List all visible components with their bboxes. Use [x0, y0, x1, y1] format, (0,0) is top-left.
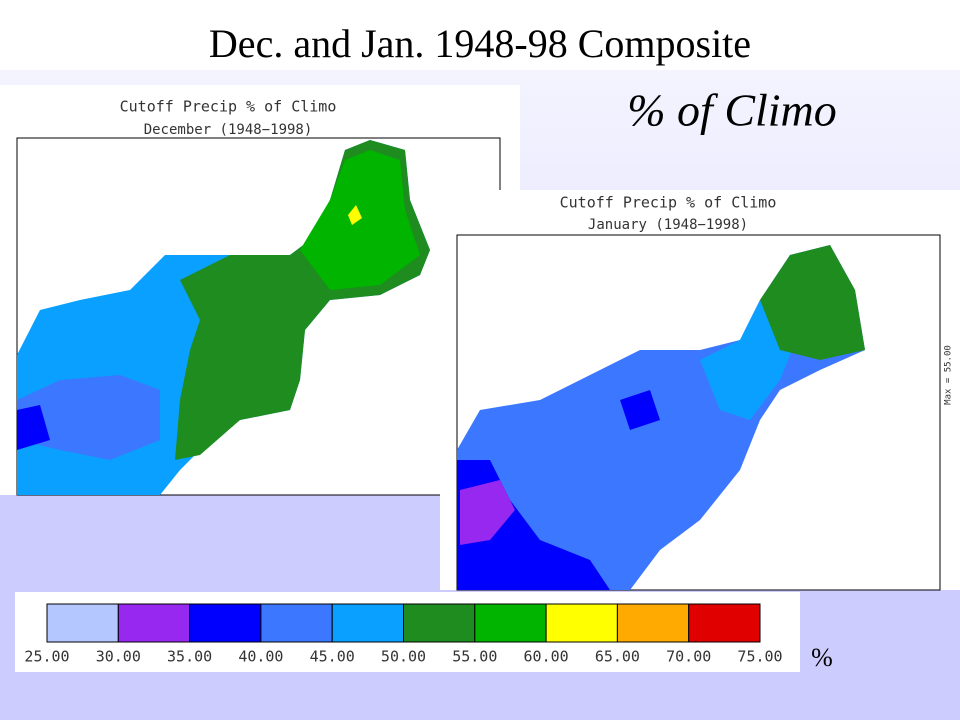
region: [17, 375, 160, 460]
region: [620, 390, 660, 430]
legend-swatch: [474, 603, 547, 643]
map-january: Cutoff Precip % of Climo January (1948−1…: [440, 190, 960, 591]
map-note: Max = 55.00: [944, 345, 954, 405]
legend-label: 75.00: [737, 648, 782, 666]
region: [348, 205, 362, 225]
legend-swatch: [545, 603, 618, 643]
legend-swatch: [189, 603, 262, 643]
map-title: Cutoff Precip % of Climo: [120, 98, 337, 116]
legend-label: 65.00: [595, 648, 640, 666]
legend-label: 55.00: [452, 648, 497, 666]
region: [300, 150, 420, 290]
legend-unit: %: [811, 643, 833, 672]
region: [17, 405, 50, 450]
legend-label: 60.00: [524, 648, 569, 666]
map-period: January (1948−1998): [588, 217, 748, 233]
region: [460, 480, 515, 545]
legend-swatch: [331, 603, 405, 643]
legend-label: 40.00: [238, 648, 283, 666]
map-december: Cutoff Precip % of Climo December (1948−…: [0, 85, 520, 496]
legend-swatch: [616, 603, 690, 643]
map-period: December (1948−1998): [144, 122, 313, 138]
legend-label: 70.00: [666, 648, 711, 666]
map-frame: [456, 234, 941, 591]
legend-label: 30.00: [96, 648, 141, 666]
slide-subtitle: % of Climo: [627, 85, 837, 136]
slide-title: Dec. and Jan. 1948-98 Composite: [209, 21, 751, 66]
legend-swatch: [688, 603, 761, 643]
legend-label: 45.00: [310, 648, 355, 666]
legend-swatch: [46, 603, 119, 643]
legend-swatch: [260, 603, 333, 643]
map-title: Cutoff Precip % of Climo: [560, 194, 777, 212]
region: [760, 245, 865, 360]
legend-swatch: [403, 603, 476, 643]
legend-label: 35.00: [167, 648, 212, 666]
legend-swatch: [117, 603, 191, 643]
legend: 25.00 30.00 35.00 40.00 45.00 50.00 55.00 60.00…: [24, 603, 783, 666]
legend-label: 50.00: [381, 648, 426, 666]
legend-label: 25.00: [24, 648, 69, 666]
